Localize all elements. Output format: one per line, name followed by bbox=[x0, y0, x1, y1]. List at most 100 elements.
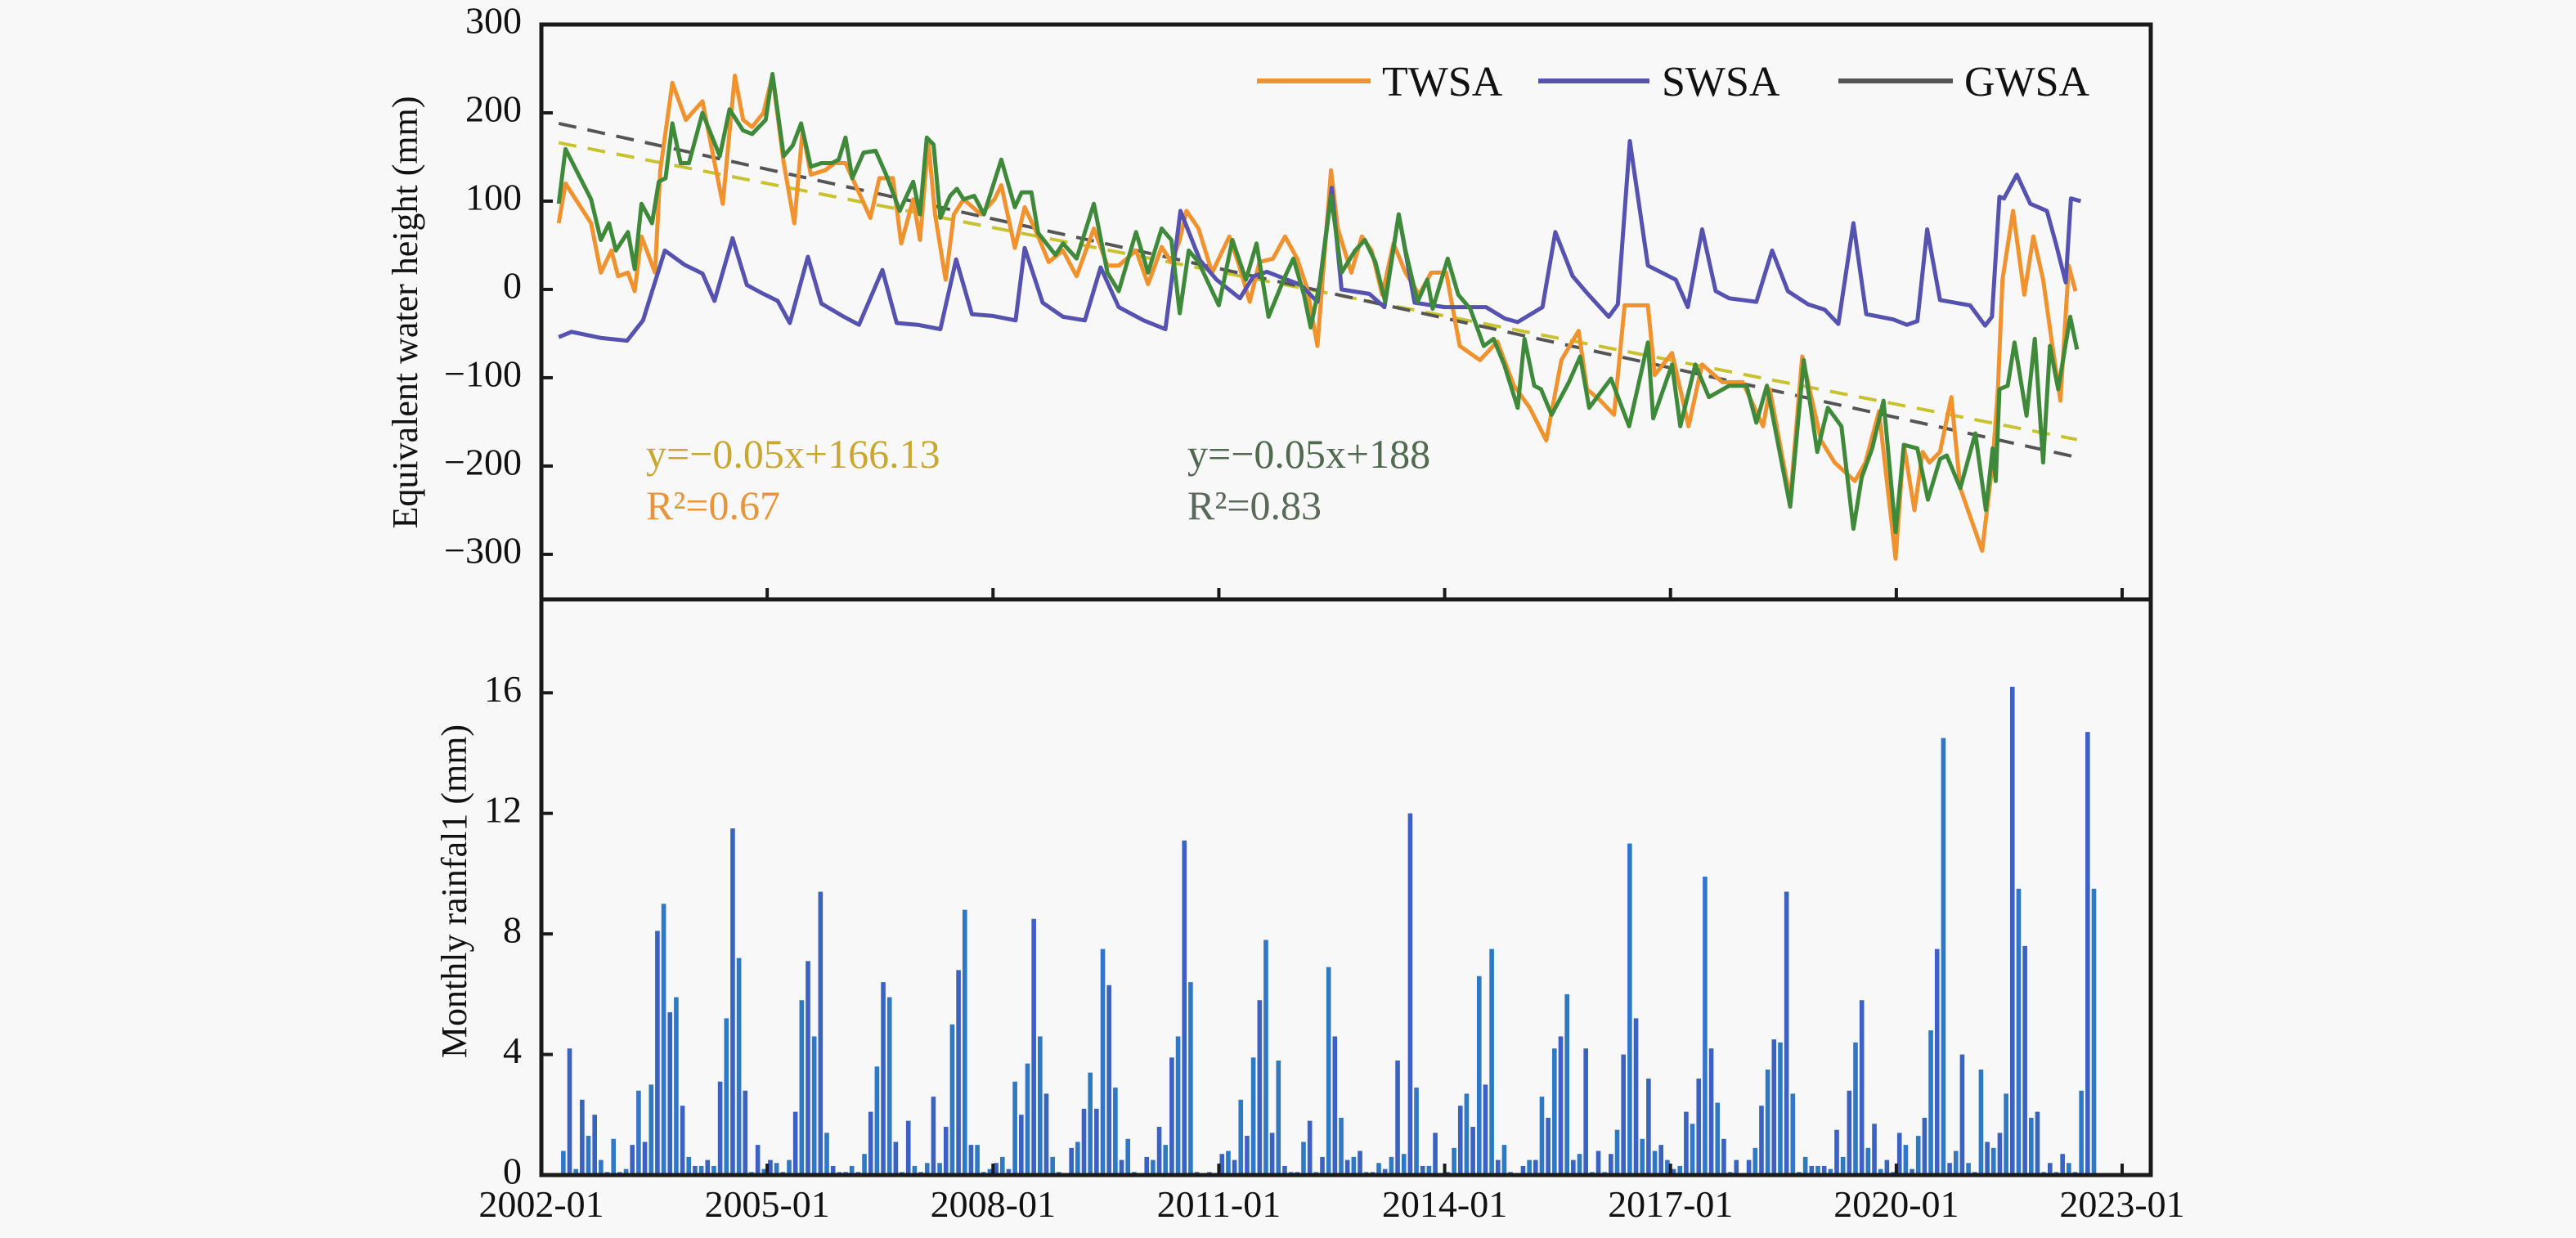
x-tick-label: 2011-01 bbox=[1157, 1183, 1281, 1225]
rainfall-bar bbox=[1934, 949, 1940, 1175]
rainfall-bar bbox=[1771, 1039, 1777, 1175]
rainfall-bar bbox=[968, 1145, 974, 1175]
rainfall-bar bbox=[1652, 1151, 1658, 1175]
rainfall-bar bbox=[1182, 840, 1187, 1175]
rainfall-bar bbox=[1865, 1147, 1871, 1175]
rainfall-bar bbox=[1834, 1129, 1839, 1175]
rainfall-bar bbox=[1501, 1145, 1507, 1175]
rainfall-bar bbox=[580, 1099, 585, 1175]
rainfall-bar bbox=[705, 1160, 711, 1175]
rainfall-bar bbox=[655, 931, 660, 1175]
gwsa-trend-r2: R²=0.83 bbox=[1187, 482, 1322, 528]
rainfall-bar bbox=[1990, 1147, 1996, 1175]
legend: TWSA SWSA GWSA bbox=[1257, 59, 2090, 105]
rainfall-bar bbox=[1339, 1117, 1344, 1175]
rainfall-bar bbox=[1959, 1054, 1965, 1175]
rainfall-bar bbox=[1219, 1154, 1225, 1175]
rainfall-bar bbox=[1489, 949, 1494, 1175]
rainfall-bar bbox=[1696, 1079, 1702, 1175]
rainfall-bar bbox=[642, 1142, 648, 1175]
gwsa-trend-equation: y=−0.05x+188 bbox=[1187, 431, 1430, 477]
rainfall-bar bbox=[1953, 1151, 1959, 1175]
rainfall-bar bbox=[1019, 1115, 1024, 1175]
rainfall-bar bbox=[1407, 813, 1413, 1175]
rainfall-bar bbox=[1495, 1160, 1501, 1175]
legend-label-swsa: SWSA bbox=[1662, 59, 1780, 105]
rainfall-bar bbox=[1552, 1048, 1557, 1175]
rainfall-bar bbox=[1684, 1111, 1689, 1175]
rainfall-bar bbox=[787, 1160, 792, 1175]
rainfall-bar bbox=[1583, 1048, 1588, 1175]
rainfall-bar bbox=[905, 1120, 911, 1175]
rainfall-bar bbox=[693, 1165, 698, 1175]
rainfall-bar bbox=[1326, 967, 1331, 1175]
rainfall-bar bbox=[1840, 1156, 1846, 1175]
rainfall-bar bbox=[1627, 843, 1632, 1175]
rainfall-bar bbox=[1050, 1156, 1055, 1175]
bottom-y-axis-title: Monthly rainfal1 (mm) bbox=[434, 724, 474, 1058]
rainfall-bar bbox=[975, 1145, 980, 1175]
rainfall-bar bbox=[1025, 1063, 1030, 1175]
rainfall-bar bbox=[1232, 1160, 1237, 1175]
bottom-y-tick-label: 8 bbox=[503, 909, 522, 951]
rainfall-bar bbox=[686, 1156, 692, 1175]
rainfall-bar bbox=[755, 1145, 761, 1175]
rainfall-bar bbox=[1012, 1081, 1017, 1175]
bottom-y-tick-label: 16 bbox=[484, 668, 522, 710]
rainfall-bar bbox=[674, 997, 679, 1175]
rainfall-bar bbox=[2079, 1090, 2084, 1175]
rainfall-bar bbox=[1815, 1165, 1820, 1175]
rainfall-bar bbox=[1778, 1042, 1783, 1175]
rainfall-bar bbox=[1226, 1151, 1231, 1175]
rainfall-bar bbox=[1665, 1160, 1670, 1175]
rainfall-bar bbox=[1828, 1168, 1833, 1175]
rainfall-bar bbox=[962, 909, 967, 1175]
rainfall-bar bbox=[1703, 877, 1708, 1175]
rainfall-bar bbox=[881, 982, 886, 1175]
rainfall-bar bbox=[2091, 888, 2097, 1175]
rainfall-bar bbox=[1752, 1147, 1758, 1175]
rainfall-bar bbox=[912, 1165, 918, 1175]
rainfall-bar bbox=[1382, 1168, 1388, 1175]
rainfall-bar bbox=[1640, 1138, 1645, 1175]
rainfall-bar bbox=[1609, 1154, 1613, 1175]
rainfall-bar bbox=[1163, 1145, 1169, 1175]
rainfall-bar bbox=[1915, 1136, 1921, 1175]
rainfall-bar bbox=[1614, 1129, 1620, 1175]
bottom-y-tick-label: 12 bbox=[484, 788, 522, 830]
rainfall-bar bbox=[2004, 1093, 2008, 1175]
rainfall-bar bbox=[1546, 1117, 1551, 1175]
rainfall-bar bbox=[1790, 1093, 1796, 1175]
rainfall-bar bbox=[1426, 1165, 1432, 1175]
rainfall-bar bbox=[1069, 1147, 1074, 1175]
rainfall-bar bbox=[561, 1151, 566, 1175]
rainfall-bar bbox=[1809, 1165, 1815, 1175]
rainfall-bar bbox=[886, 997, 892, 1175]
rainfall-bar bbox=[1452, 1147, 1456, 1175]
rainfall-bar bbox=[2016, 888, 2022, 1175]
rainfall-bar bbox=[1910, 1168, 1914, 1175]
swsa-line bbox=[558, 139, 2082, 343]
rainfall-bar bbox=[1457, 1106, 1463, 1175]
rainfall-bar bbox=[1420, 1165, 1425, 1175]
twsa-trend-r2: R²=0.67 bbox=[646, 482, 780, 528]
rainfall-bar bbox=[1433, 1133, 1438, 1175]
rainfall-bar bbox=[623, 1168, 629, 1175]
rainfall-bar bbox=[1928, 1030, 1933, 1175]
rainfall-bar bbox=[1978, 1069, 1984, 1175]
rainfall-bar bbox=[1307, 1120, 1313, 1175]
rainfall-bar bbox=[1100, 949, 1106, 1175]
rainfall-bar bbox=[1263, 940, 1268, 1175]
rainfall-bar bbox=[806, 961, 810, 1175]
top-y-tick-label: −200 bbox=[444, 442, 522, 483]
rainfall-bar bbox=[1470, 1127, 1475, 1175]
rainfall-bar bbox=[1043, 1093, 1049, 1175]
rainfall-bar bbox=[830, 1165, 836, 1175]
rainfall-bar bbox=[1476, 976, 1482, 1175]
rainfall-bar bbox=[1332, 1036, 1338, 1175]
rainfall-bar bbox=[818, 891, 824, 1175]
rainfall-bar bbox=[1344, 1160, 1350, 1175]
rainfall-bar bbox=[573, 1168, 578, 1175]
gwsa-line bbox=[556, 72, 2080, 535]
